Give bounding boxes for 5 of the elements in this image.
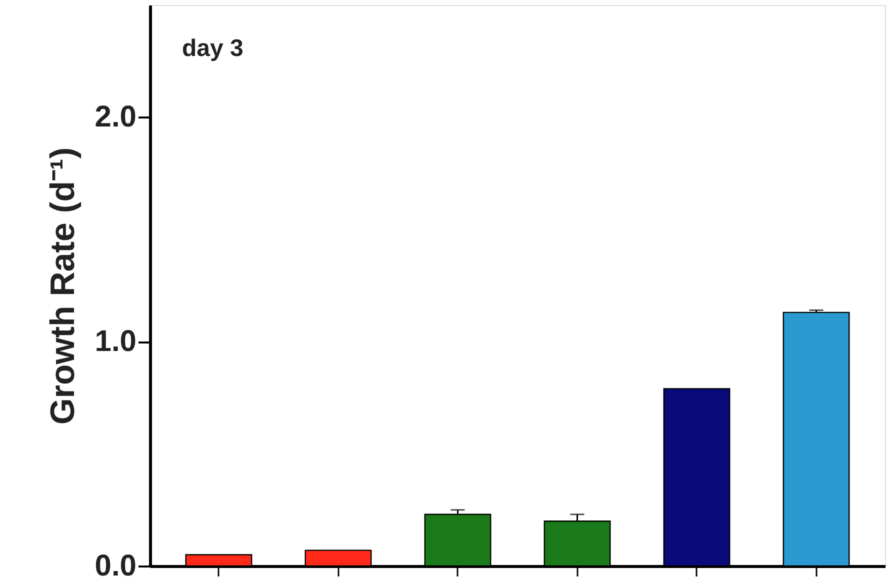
y-tick-label: 0.0 (94, 550, 136, 582)
y-tick-label: 2.0 (94, 100, 136, 134)
y-tick-label: 1.0 (94, 325, 136, 358)
y-axis-title: Growth Rate (d⁻¹) (44, 147, 82, 425)
annotation: day 3 (182, 35, 244, 62)
